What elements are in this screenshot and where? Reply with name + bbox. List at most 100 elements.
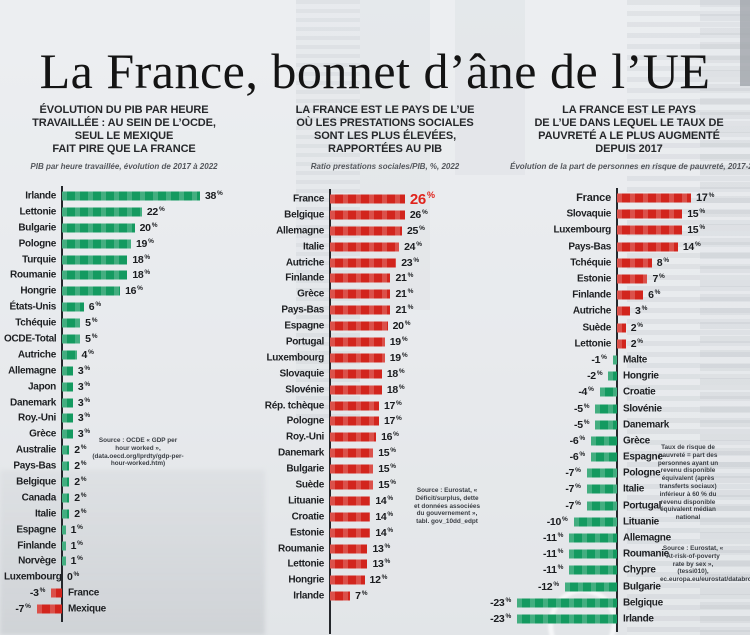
- chart-row: Slovénie 18%: [250, 382, 490, 398]
- percent-sign: %: [158, 205, 165, 213]
- bar-value: 16%: [125, 285, 143, 298]
- bar-value: 16%: [381, 431, 399, 444]
- bar-label: Norvège: [18, 555, 56, 567]
- chart-row: Espagne 1%: [4, 522, 244, 538]
- chart-row: Croatie -4%: [448, 384, 750, 400]
- chart-title: LA FRANCE EST LE PAYS DE L’UE OÙ LES PRE…: [295, 104, 475, 155]
- chart-row: Bulgarie -12%: [448, 579, 750, 595]
- percent-sign: %: [426, 189, 435, 200]
- bar-label: Croatie: [623, 386, 656, 398]
- percent-sign: %: [575, 499, 581, 507]
- chart-row: Roumanie 13%: [250, 541, 490, 557]
- chart-row: Malte -1%: [448, 352, 750, 368]
- bar-label: Espagne: [623, 451, 663, 463]
- bar: [590, 436, 617, 446]
- percent-sign: %: [583, 402, 590, 410]
- bar-label: Grèce: [297, 288, 324, 300]
- bar: [62, 477, 70, 487]
- bar: [36, 604, 62, 614]
- bar-value: 3%: [635, 305, 648, 318]
- chart-row: Portugal -7%: [448, 498, 750, 514]
- bar: [330, 480, 374, 490]
- bar-label: Lettonie: [287, 558, 325, 570]
- bar-label: Portugal: [285, 336, 324, 348]
- bar: [330, 242, 400, 252]
- percent-sign: %: [557, 548, 564, 556]
- bar-value: 15%: [378, 478, 396, 491]
- percent-sign: %: [637, 321, 643, 329]
- percent-sign: %: [401, 335, 408, 343]
- percent-sign: %: [144, 269, 150, 277]
- bar-label: Bulgarie: [286, 463, 324, 475]
- bar: [586, 501, 617, 511]
- bar: [617, 290, 644, 300]
- percent-sign: %: [84, 380, 90, 388]
- bar-value: -11%: [542, 548, 564, 561]
- bar-value: -23%: [490, 612, 511, 625]
- chart-row: Grèce -6%: [448, 433, 750, 449]
- chart-row: États-Unis 6%: [4, 299, 244, 315]
- bar: [51, 588, 62, 598]
- bar-label: Irlande: [25, 190, 56, 202]
- chart-gdp-per-hour: ÉVOLUTION DU PIB PAR HEURE TRAVAILLÉE : …: [4, 104, 244, 632]
- bar: [617, 225, 683, 235]
- bar: [330, 337, 385, 347]
- percent-sign: %: [404, 320, 411, 328]
- percent-sign: %: [637, 337, 643, 345]
- bar-label: Hongrie: [623, 370, 659, 382]
- percent-sign: %: [80, 491, 87, 499]
- bar: [330, 353, 385, 363]
- bar: [62, 223, 135, 233]
- page-title: La France, bonnet d’âne de l’UE: [39, 42, 711, 99]
- bar-value: -11%: [542, 564, 564, 577]
- chart-row: Bulgarie 15%: [250, 461, 490, 477]
- chart-row: Pays-Bas 21%: [250, 302, 490, 318]
- bar-label: Mexique: [68, 603, 106, 615]
- bar-value: 2%: [630, 321, 643, 334]
- chart-row: Pologne 19%: [4, 236, 244, 252]
- chart-row: Belgique 2%: [4, 474, 244, 490]
- bar: [516, 614, 617, 624]
- percent-sign: %: [654, 289, 661, 297]
- bar-value: 14%: [375, 494, 393, 507]
- bar-label: Roumanie: [623, 548, 669, 560]
- bar: [62, 207, 142, 217]
- percent-sign: %: [390, 447, 396, 455]
- bar: [330, 432, 377, 442]
- bar: [330, 416, 379, 426]
- chart-row: Italie 24%: [250, 239, 490, 255]
- bar-label: Pologne: [286, 415, 325, 427]
- bar-label: France: [293, 193, 324, 205]
- chart-row: Slovaquie 18%: [250, 366, 490, 382]
- percent-sign: %: [575, 467, 581, 475]
- chart-poverty-rate: LA FRANCE EST LE PAYS DE L’UE DANS LEQUE…: [448, 104, 750, 632]
- chart-row: Autriche 3%: [448, 303, 750, 319]
- bar-value: 18%: [386, 367, 405, 380]
- percent-sign: %: [387, 510, 393, 518]
- percent-sign: %: [77, 523, 83, 531]
- bar-label: Japon: [28, 381, 56, 393]
- chart-row: Allemagne 25%: [250, 223, 490, 239]
- bar-label: Finlande: [285, 272, 324, 284]
- percent-sign: %: [393, 431, 399, 439]
- bar-value: -6%: [569, 434, 586, 447]
- bar-label: Hongrie: [20, 285, 56, 297]
- percent-sign: %: [579, 434, 585, 442]
- bar: [330, 575, 365, 585]
- bar: [330, 258, 397, 267]
- percent-sign: %: [407, 288, 414, 296]
- bar-label: Pays-Bas: [568, 241, 611, 253]
- bar: [608, 371, 617, 381]
- bar: [612, 355, 617, 365]
- percent-sign: %: [421, 208, 428, 216]
- chart-row: Canada 2%: [4, 490, 244, 506]
- percent-sign: %: [562, 515, 568, 523]
- chart-row: France 26%: [250, 189, 490, 208]
- background-tower-center: [296, 0, 360, 420]
- bar-label: Autriche: [572, 305, 611, 317]
- bar: [330, 210, 405, 220]
- percent-sign: %: [361, 590, 368, 598]
- bar-value: 3%: [77, 380, 90, 393]
- bar-value: 17%: [383, 415, 402, 428]
